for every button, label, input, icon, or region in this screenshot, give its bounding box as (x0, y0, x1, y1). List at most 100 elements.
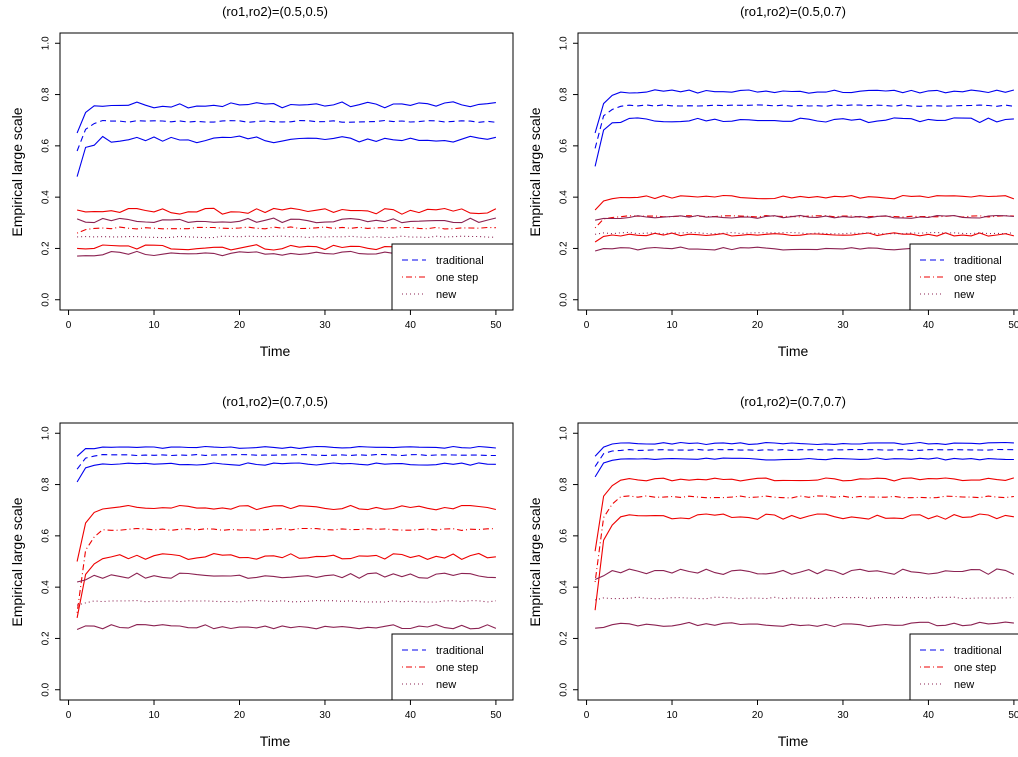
y-tick-label: 0.2 (559, 241, 570, 255)
plot-frame (577, 422, 1018, 701)
series-line-traditional (594, 89, 1015, 134)
legend-label: traditional (954, 645, 1002, 657)
y-tick-label: 0.0 (559, 292, 570, 306)
legend: traditional one step new (909, 243, 1018, 311)
series-line-new (76, 572, 496, 583)
x-axis-label: Time (260, 733, 291, 749)
series-line-new (76, 624, 497, 631)
plot-area: 0 10 20 30 40 50 0.0 0.2 0.4 0.6 0.8 1.0 traditional… (41, 32, 514, 331)
series-line-traditional (76, 462, 496, 483)
series-line-traditional (594, 104, 1014, 149)
series-line-new (594, 596, 1014, 601)
series-line-traditional (76, 454, 496, 470)
x-tick-label: 30 (319, 710, 331, 721)
panel: (ro1,ro2)=(0.5,0.5) Empirical large scal… (9, 4, 514, 359)
y-tick-label: 0.6 (41, 528, 52, 542)
legend-label: one step (954, 272, 996, 284)
plot-area: 0 10 20 30 40 50 0.0 0.2 0.4 0.6 0.8 1.0 traditional… (559, 422, 1018, 721)
y-tick-label: 0.0 (41, 292, 52, 306)
series-line-traditional (594, 117, 1014, 167)
series-line-new (594, 568, 1015, 581)
plot-area: 0 10 20 30 40 50 0.0 0.2 0.4 0.6 0.8 1.0 traditional… (41, 422, 514, 721)
plot-frame (577, 32, 1018, 311)
series-line-traditional (594, 448, 1014, 467)
x-tick-label: 50 (1008, 320, 1018, 331)
legend-label: traditional (436, 255, 484, 267)
x-tick-label: 30 (837, 710, 849, 721)
series-line-new (76, 600, 496, 606)
series-line-new (77, 235, 496, 239)
x-tick-label: 0 (584, 320, 590, 331)
y-tick-label: 1.0 (559, 36, 570, 50)
series-line-one-step (76, 504, 497, 562)
panel-title: (ro1,ro2)=(0.5,0.5) (222, 4, 328, 19)
legend: traditional one step new (391, 633, 514, 701)
legend-label: one step (954, 662, 996, 674)
panel: (ro1,ro2)=(0.5,0.7) Empirical large scal… (527, 4, 1018, 359)
series-line-traditional (76, 135, 497, 177)
x-tick-label: 30 (319, 320, 331, 331)
legend-label: new (436, 679, 456, 691)
y-axis-label: Empirical large scale (527, 497, 543, 626)
series-line-traditional (76, 445, 496, 457)
series-line-one-step (594, 495, 1014, 583)
x-tick-label: 20 (234, 710, 246, 721)
panel-title: (ro1,ro2)=(0.5,0.7) (740, 4, 846, 19)
series-line-one-step (594, 477, 1015, 552)
y-tick-label: 0.6 (41, 138, 52, 152)
y-axis-label: Empirical large scale (9, 107, 25, 236)
x-axis-label: Time (778, 733, 809, 749)
series-line-new (594, 214, 1014, 221)
panel: (ro1,ro2)=(0.7,0.5) Empirical large scal… (9, 394, 514, 749)
y-tick-label: 0.8 (559, 87, 570, 101)
y-tick-label: 0.6 (559, 528, 570, 542)
y-tick-label: 0.2 (41, 241, 52, 255)
y-tick-label: 0.0 (41, 682, 52, 696)
x-tick-label: 30 (837, 320, 849, 331)
y-tick-label: 0.2 (41, 631, 52, 645)
series-line-one-step (594, 232, 1015, 243)
y-tick-label: 0.8 (41, 477, 52, 491)
x-tick-label: 20 (752, 320, 764, 331)
series-line-one-step (76, 552, 496, 619)
y-axis-label: Empirical large scale (527, 107, 543, 236)
y-tick-label: 0.8 (559, 477, 570, 491)
series-line-one-step (76, 226, 496, 234)
legend-label: one step (436, 272, 478, 284)
x-tick-label: 10 (666, 320, 678, 331)
y-tick-label: 0.4 (559, 190, 570, 204)
legend: traditional one step new (391, 243, 514, 311)
x-tick-label: 10 (148, 320, 160, 331)
y-axis-label: Empirical large scale (9, 497, 25, 626)
y-tick-label: 0.4 (41, 580, 52, 594)
x-tick-label: 40 (923, 710, 935, 721)
panel-title: (ro1,ro2)=(0.7,0.5) (222, 394, 328, 409)
panel-title: (ro1,ro2)=(0.7,0.7) (740, 394, 846, 409)
series-line-new (76, 217, 497, 224)
x-tick-label: 50 (1008, 710, 1018, 721)
series-line-one-step (594, 194, 1015, 211)
legend-box (391, 243, 514, 311)
series-line-one-step (76, 527, 496, 613)
series-line-one-step (76, 207, 497, 215)
panel: (ro1,ro2)=(0.7,0.7) Empirical large scal… (527, 394, 1018, 749)
x-axis-label: Time (778, 343, 809, 359)
y-tick-label: 1.0 (41, 36, 52, 50)
y-tick-label: 1.0 (41, 426, 52, 440)
legend-label: one step (436, 662, 478, 674)
plot-frame (59, 32, 514, 311)
x-tick-label: 10 (148, 710, 160, 721)
x-tick-label: 40 (405, 710, 417, 721)
y-tick-label: 0.8 (41, 87, 52, 101)
x-tick-label: 20 (752, 710, 764, 721)
y-tick-label: 1.0 (559, 426, 570, 440)
series-line-new (595, 621, 1014, 629)
x-tick-label: 40 (405, 320, 417, 331)
y-tick-label: 0.2 (559, 631, 570, 645)
x-tick-label: 10 (666, 710, 678, 721)
series-line-traditional (594, 441, 1014, 457)
legend-label: new (954, 289, 974, 301)
x-axis-label: Time (260, 343, 291, 359)
x-tick-label: 40 (923, 320, 935, 331)
